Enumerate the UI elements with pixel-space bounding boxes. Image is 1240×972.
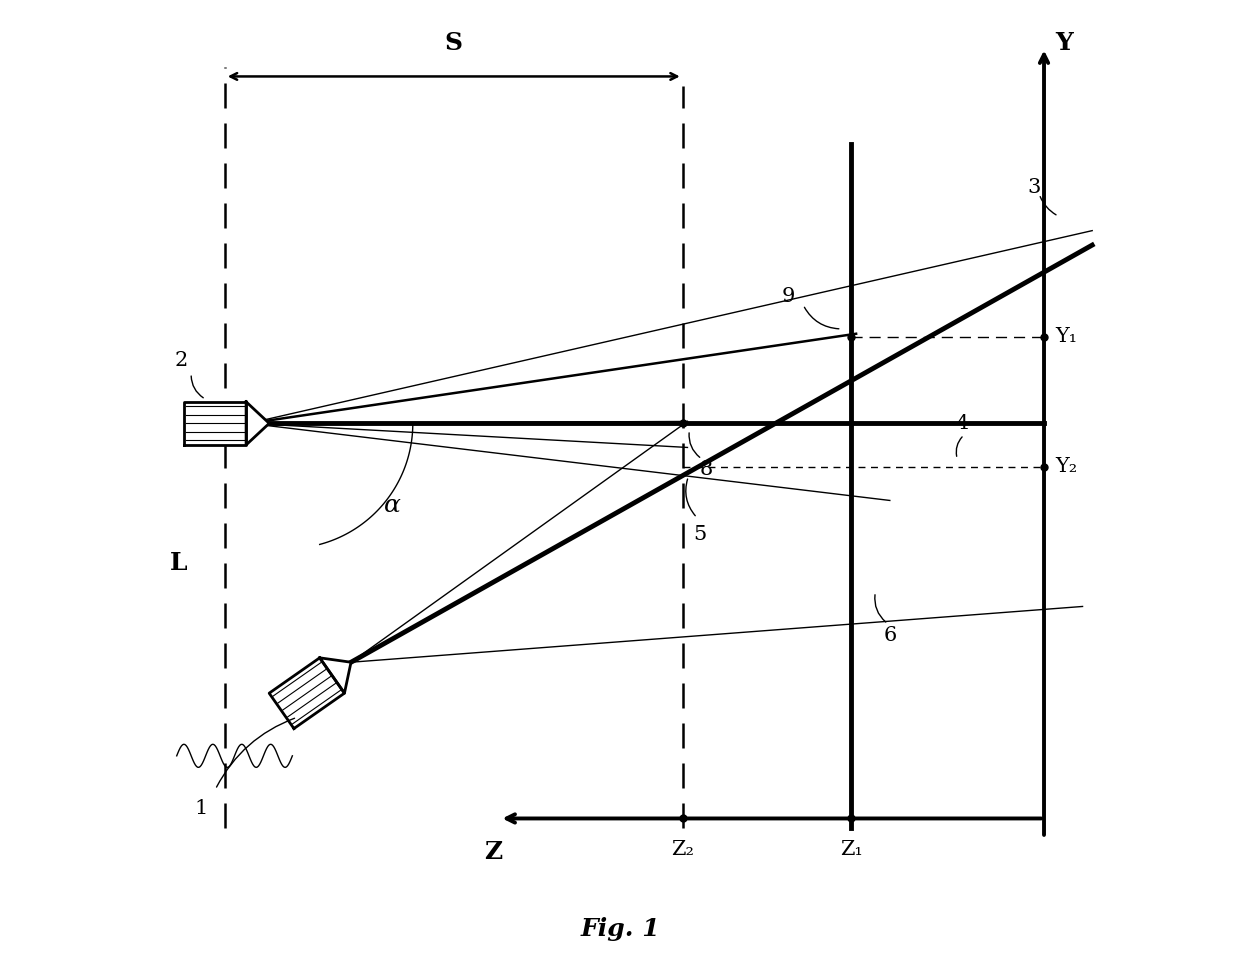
Text: Z₁: Z₁ — [839, 840, 863, 858]
Text: Z₂: Z₂ — [671, 840, 694, 858]
Text: Y₁: Y₁ — [1055, 328, 1078, 346]
Text: S: S — [445, 31, 463, 55]
Text: Y₂: Y₂ — [1055, 457, 1078, 476]
Polygon shape — [246, 401, 269, 445]
Text: 2: 2 — [175, 351, 188, 370]
Text: L: L — [170, 551, 187, 575]
Text: 5: 5 — [693, 525, 707, 543]
Text: 1: 1 — [195, 799, 207, 818]
Text: Z: Z — [484, 840, 502, 864]
Polygon shape — [320, 658, 351, 693]
Polygon shape — [269, 658, 345, 729]
Text: 4: 4 — [956, 414, 968, 433]
Text: 6: 6 — [883, 626, 897, 644]
Text: 3: 3 — [1028, 178, 1042, 196]
Text: α: α — [384, 494, 401, 517]
Text: Fig. 1: Fig. 1 — [580, 918, 660, 941]
Text: Y: Y — [1055, 31, 1074, 54]
Text: 9: 9 — [782, 287, 795, 305]
Polygon shape — [185, 401, 246, 445]
Text: 8: 8 — [701, 460, 713, 479]
